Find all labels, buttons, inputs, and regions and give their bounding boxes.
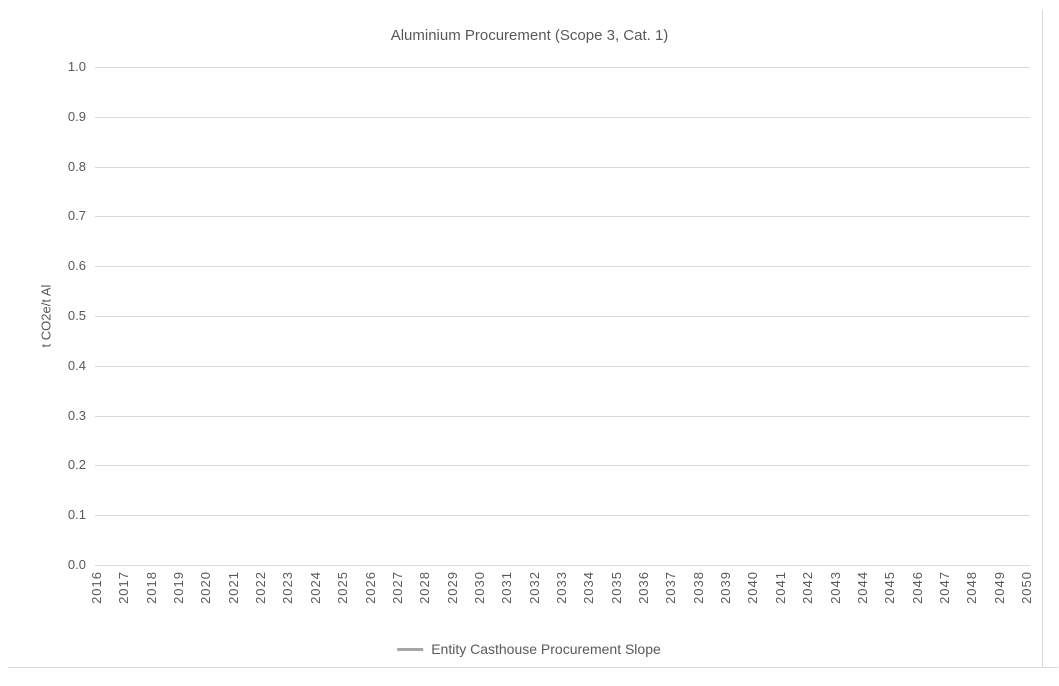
x-tick-label: 2046 [910, 571, 925, 604]
x-tick-label: 2025 [335, 571, 350, 604]
chart-border-bottom [8, 667, 1058, 668]
y-tick-label: 0.7 [67, 208, 86, 223]
x-tick-label: 2034 [581, 571, 596, 604]
legend-label: Entity Casthouse Procurement Slope [431, 641, 661, 657]
x-tick-label: 2026 [363, 571, 378, 604]
y-tick-label: 0.8 [67, 159, 86, 174]
x-tick-label: 2021 [226, 571, 241, 604]
x-tick-label: 2020 [198, 571, 213, 604]
gridline [95, 67, 1030, 68]
x-tick-label: 2047 [937, 571, 952, 604]
y-tick-label: 0.5 [67, 308, 86, 323]
x-tick-label: 2032 [527, 571, 542, 604]
gridline [95, 465, 1030, 466]
legend-line-swatch [397, 647, 424, 651]
gridline [95, 565, 1030, 566]
gridline [95, 266, 1030, 267]
x-tick-label: 2023 [280, 571, 295, 604]
x-tick-label: 2033 [554, 571, 569, 604]
gridline [95, 167, 1030, 168]
gridline [95, 416, 1030, 417]
y-tick-label: 0.6 [67, 258, 86, 273]
x-tick-label: 2036 [636, 571, 651, 604]
x-tick-label: 2038 [691, 571, 706, 604]
x-tick-label: 2028 [417, 571, 432, 604]
x-tick-label: 2039 [718, 571, 733, 604]
x-tick-label: 2022 [253, 571, 268, 604]
x-tick-label: 2050 [1019, 571, 1034, 604]
x-tick-label: 2048 [964, 571, 979, 604]
x-tick-label: 2019 [171, 571, 186, 604]
gridline [95, 316, 1030, 317]
y-tick-label: 0.1 [67, 507, 86, 522]
x-tick-label: 2030 [472, 571, 487, 604]
y-tick-label: 0.4 [67, 358, 86, 373]
x-tick-label: 2027 [390, 571, 405, 604]
y-tick-label: 0.2 [67, 457, 86, 472]
chart-border-right [1042, 10, 1043, 667]
y-tick-label: 0.9 [67, 109, 86, 124]
gridline [95, 366, 1030, 367]
chart-title: Aluminium Procurement (Scope 3, Cat. 1) [390, 27, 669, 44]
x-tick-label: 2042 [800, 571, 815, 604]
x-tick-label: 2037 [663, 571, 678, 604]
x-tick-label: 2044 [855, 571, 870, 604]
x-tick-label: 2024 [308, 571, 323, 604]
x-tick-label: 2049 [992, 571, 1007, 604]
x-tick-label: 2018 [144, 571, 159, 604]
x-tick-label: 2031 [499, 571, 514, 604]
x-tick-label: 2017 [116, 571, 131, 604]
x-tick-label: 2041 [773, 571, 788, 604]
x-tick-label: 2029 [445, 571, 460, 604]
x-tick-label: 2043 [828, 571, 843, 604]
plot-area [95, 67, 1030, 566]
x-tick-label: 2045 [882, 571, 897, 604]
gridline [95, 117, 1030, 118]
x-tick-label: 2040 [745, 571, 760, 604]
gridline [95, 515, 1030, 516]
x-tick-label: 2035 [609, 571, 624, 604]
y-tick-label: 1.0 [67, 59, 86, 74]
legend: Entity Casthouse Procurement Slope [397, 641, 661, 657]
x-tick-label: 2016 [89, 571, 104, 604]
gridline [95, 216, 1030, 217]
y-tick-label: 0.3 [67, 408, 86, 423]
y-tick-label: 0.0 [67, 557, 86, 572]
